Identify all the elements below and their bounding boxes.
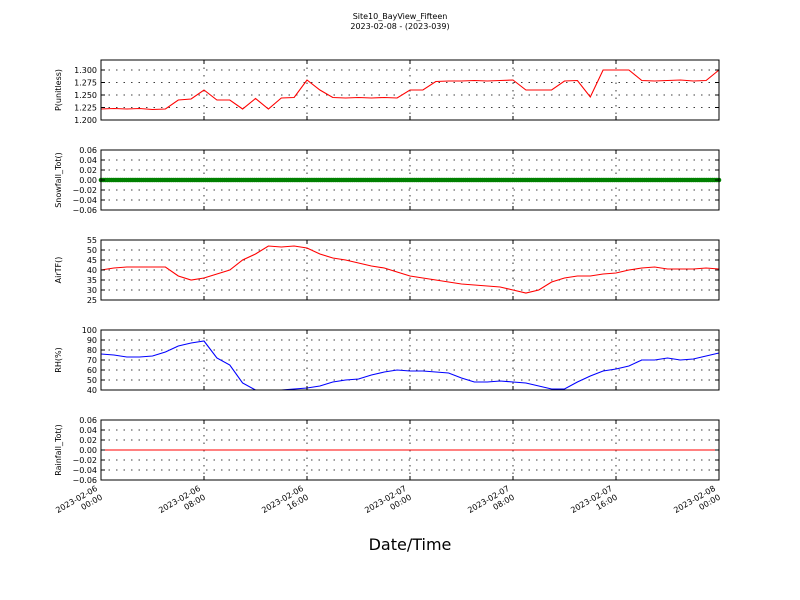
humidity-y-tick-label: 50 xyxy=(87,376,97,385)
rainfall-y-tick-label: −0.06 xyxy=(72,476,97,485)
air-temp-y-tick-label: 40 xyxy=(87,266,97,275)
rainfall-y-tick-label: 0.02 xyxy=(79,436,97,445)
rainfall-y-tick-label: −0.04 xyxy=(72,466,97,475)
rainfall-y-tick-label: 0.00 xyxy=(79,446,97,455)
humidity-y-tick-label: 40 xyxy=(87,386,97,395)
pressure-y-tick-label: 1.275 xyxy=(74,79,97,88)
humidity-y-tick-label: 60 xyxy=(87,366,97,375)
air-temp-y-tick-label: 30 xyxy=(87,286,97,295)
humidity-y-tick-label: 90 xyxy=(87,336,97,345)
pressure-series-line xyxy=(100,69,720,111)
pressure-y-tick-label: 1.300 xyxy=(74,66,97,75)
figure-title: Site10_BayView_Fifteen xyxy=(353,12,448,21)
rainfall-panel: 0.060.040.020.00−0.02−0.04−0.06 Rainfall_… xyxy=(54,416,720,485)
snowfall-y-tick-label: 0.00 xyxy=(79,176,97,185)
snowfall-panel: 0.060.040.020.00−0.02−0.04−0.06 Snowfall_… xyxy=(54,146,722,215)
air-temp-y-tick-label: 55 xyxy=(87,236,97,245)
snowfall-y-tick-label: −0.06 xyxy=(72,206,97,215)
snowfall-y-tick-label: 0.06 xyxy=(79,146,97,155)
pressure-y-tick-label: 1.225 xyxy=(74,104,97,113)
snowfall-y-tick-label: −0.02 xyxy=(72,186,97,195)
snowfall-y-tick-label: 0.04 xyxy=(79,156,97,165)
air-temp-series-line xyxy=(100,245,720,294)
rainfall-y-tick-label: 0.04 xyxy=(79,426,97,435)
snowfall-y-axis-label: Snowfall_Tot() xyxy=(54,152,63,208)
humidity-y-tick-label: 80 xyxy=(87,346,97,355)
pressure-y-axis-label: P(unitless) xyxy=(54,69,63,111)
humidity-y-tick-label: 70 xyxy=(87,356,97,365)
panels-group: 1.200 1.225 1.250 1.275 1.300 P(unitless) 0.06… xyxy=(54,59,722,485)
pressure-y-tick-label: 1.250 xyxy=(74,91,97,100)
air-temp-y-tick-label: 45 xyxy=(87,256,97,265)
rainfall-y-axis-label: Rainfall_Tot() xyxy=(54,424,63,476)
air-temp-y-tick-label: 25 xyxy=(87,296,97,305)
rainfall-y-tick-label: 0.06 xyxy=(79,416,97,425)
air-temp-y-tick-label: 35 xyxy=(87,276,97,285)
pressure-y-tick-label: 1.200 xyxy=(74,116,97,125)
air-temp-y-axis-label: AirTF() xyxy=(54,257,63,284)
humidity-y-axis-label: RH(%) xyxy=(54,347,63,372)
rainfall-y-tick-label: −0.02 xyxy=(72,456,97,465)
pressure-panel: 1.200 1.225 1.250 1.275 1.300 P(unitless) xyxy=(54,59,720,125)
snowfall-y-tick-label: 0.02 xyxy=(79,166,97,175)
snowfall-y-tick-label: −0.04 xyxy=(72,196,97,205)
x-axis-label: Date/Time xyxy=(369,535,452,554)
figure-subtitle: 2023-02-08 - (2023-039) xyxy=(350,22,449,31)
humidity-series-line xyxy=(100,340,720,391)
air-temp-y-tick-label: 50 xyxy=(87,246,97,255)
humidity-y-tick-label: 100 xyxy=(82,326,97,335)
